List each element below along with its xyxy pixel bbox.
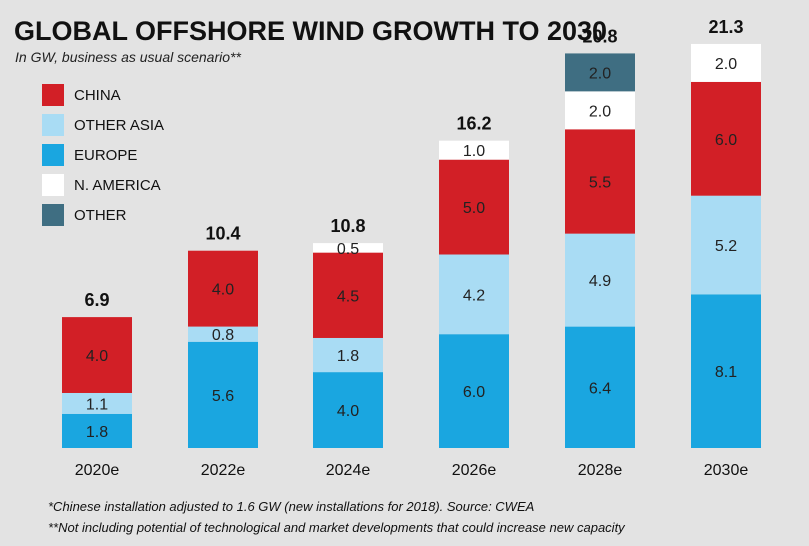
bar-stack-2026e: 6.0 4.2 5.0 1.0 16.2 bbox=[439, 114, 509, 448]
x-tick-2022e: 2022e bbox=[201, 462, 246, 479]
value-label-n-america-2026e: 1.0 bbox=[463, 143, 485, 160]
bar-segment-china-2026e bbox=[439, 159, 509, 255]
legend-swatch-china bbox=[42, 84, 64, 106]
legend-label-n-america: N. AMERICA bbox=[74, 177, 161, 194]
bar-segment-china-2024e bbox=[313, 252, 383, 338]
value-badge-n-america-2024e bbox=[327, 245, 369, 251]
value-label-other-asia-2026e: 4.2 bbox=[463, 287, 485, 304]
value-label-europe-2026e: 6.0 bbox=[463, 384, 485, 401]
bar-stack-2030e: 8.1 5.2 6.0 2.0 21.3 bbox=[691, 17, 761, 448]
bar-segment-other-asia-2028e bbox=[565, 233, 635, 327]
total-label-2024e: 10.8 bbox=[330, 216, 365, 236]
value-label-n-america-2024e: 0.5 bbox=[337, 241, 359, 258]
bar-segment-europe-2022e bbox=[188, 341, 258, 448]
bar-segment-europe-2026e bbox=[439, 334, 509, 448]
value-label-other-2028e: 2.0 bbox=[589, 65, 611, 82]
legend-swatch-europe bbox=[42, 144, 64, 166]
value-badge-other-asia-2020e bbox=[76, 394, 118, 412]
value-label-europe-2028e: 6.4 bbox=[589, 380, 611, 397]
value-label-china-2020e: 4.0 bbox=[86, 348, 108, 365]
legend-swatch-other bbox=[42, 204, 64, 226]
value-label-other-asia-2022e: 0.8 bbox=[212, 327, 234, 344]
value-label-n-america-2028e: 2.0 bbox=[589, 103, 611, 120]
value-label-n-america-2030e: 2.0 bbox=[715, 56, 737, 73]
bar-segment-europe-2020e bbox=[62, 413, 132, 448]
total-label-2020e: 6.9 bbox=[84, 290, 109, 310]
value-label-china-2026e: 5.0 bbox=[463, 200, 485, 217]
value-label-europe-2022e: 5.6 bbox=[212, 388, 234, 405]
bar-segment-china-2022e bbox=[188, 250, 258, 327]
bar-segment-europe-2028e bbox=[565, 326, 635, 448]
x-tick-2026e: 2026e bbox=[452, 462, 497, 479]
value-label-china-2024e: 4.5 bbox=[337, 288, 359, 305]
chart-subtitle: In GW, business as usual scenario** bbox=[15, 49, 241, 65]
bar-segment-europe-2024e bbox=[313, 372, 383, 448]
legend-label-china: CHINA bbox=[74, 87, 121, 104]
value-label-other-asia-2028e: 4.9 bbox=[589, 273, 611, 290]
legend-swatch-other-asia bbox=[42, 114, 64, 136]
bar-segment-europe-2030e bbox=[691, 294, 761, 448]
x-tick-2028e: 2028e bbox=[578, 462, 623, 479]
bar-stack-2024e: 4.0 1.8 4.5 0.5 10.8 bbox=[313, 216, 383, 448]
bar-stack-2028e: 6.4 4.9 5.5 2.0 2.0 20.8 bbox=[565, 26, 635, 448]
legend-label-other: OTHER bbox=[74, 207, 127, 224]
value-label-other-asia-2020e: 1.1 bbox=[86, 396, 108, 413]
bar-segment-n-america-2030e bbox=[691, 43, 761, 82]
value-label-europe-2030e: 8.1 bbox=[715, 364, 737, 381]
value-badge-other-asia-2022e bbox=[202, 328, 244, 340]
value-label-europe-2020e: 1.8 bbox=[86, 424, 108, 441]
legend-label-other-asia: OTHER ASIA bbox=[74, 117, 164, 134]
total-label-2030e: 21.3 bbox=[708, 17, 743, 37]
value-label-other-asia-2024e: 1.8 bbox=[337, 348, 359, 365]
legend-label-europe: EUROPE bbox=[74, 147, 137, 164]
total-label-2022e: 10.4 bbox=[205, 224, 240, 244]
bar-stack-2022e: 5.6 0.8 4.0 10.4 bbox=[188, 224, 258, 448]
bars: 1.8 1.1 4.0 6.9 5.6 0.8 4.0 10.4 4.0 1.8 4.5 0.5 10.… bbox=[62, 17, 761, 448]
x-tick-2020e: 2020e bbox=[75, 462, 120, 479]
legend-swatch-n-america bbox=[42, 174, 64, 196]
value-label-europe-2024e: 4.0 bbox=[337, 403, 359, 420]
legend: CHINA OTHER ASIA EUROPE N. AMERICA OTHER bbox=[42, 84, 164, 226]
bar-stack-2020e: 1.8 1.1 4.0 6.9 bbox=[62, 290, 132, 448]
bar-segment-n-america-2028e bbox=[565, 91, 635, 130]
total-label-2028e: 20.8 bbox=[582, 26, 617, 46]
x-tick-2030e: 2030e bbox=[704, 462, 749, 479]
bar-segment-china-2020e bbox=[62, 317, 132, 393]
bar-segment-other-asia-2026e bbox=[439, 254, 509, 335]
value-label-other-asia-2030e: 5.2 bbox=[715, 238, 737, 255]
x-tick-2024e: 2024e bbox=[326, 462, 371, 479]
footnote-source: *Chinese installation adjusted to 1.6 GW… bbox=[48, 499, 534, 514]
value-label-china-2030e: 6.0 bbox=[715, 132, 737, 149]
value-label-china-2022e: 4.0 bbox=[212, 282, 234, 299]
bar-segment-china-2028e bbox=[565, 129, 635, 234]
value-badge-n-america-2026e bbox=[453, 142, 495, 158]
footnote-scenario: **Not including potential of technologic… bbox=[48, 520, 626, 535]
bar-segment-other-2028e bbox=[565, 53, 635, 92]
value-label-china-2028e: 5.5 bbox=[589, 174, 611, 191]
bar-segment-other-asia-2024e bbox=[313, 337, 383, 373]
bar-segment-china-2030e bbox=[691, 81, 761, 196]
chart-title: GLOBAL OFFSHORE WIND GROWTH TO 2030 bbox=[14, 16, 607, 46]
x-axis-ticks: 2020e 2022e 2024e 2026e 2028e 2030e bbox=[75, 462, 749, 479]
total-label-2026e: 16.2 bbox=[456, 114, 491, 134]
bar-segment-other-asia-2030e bbox=[691, 195, 761, 295]
